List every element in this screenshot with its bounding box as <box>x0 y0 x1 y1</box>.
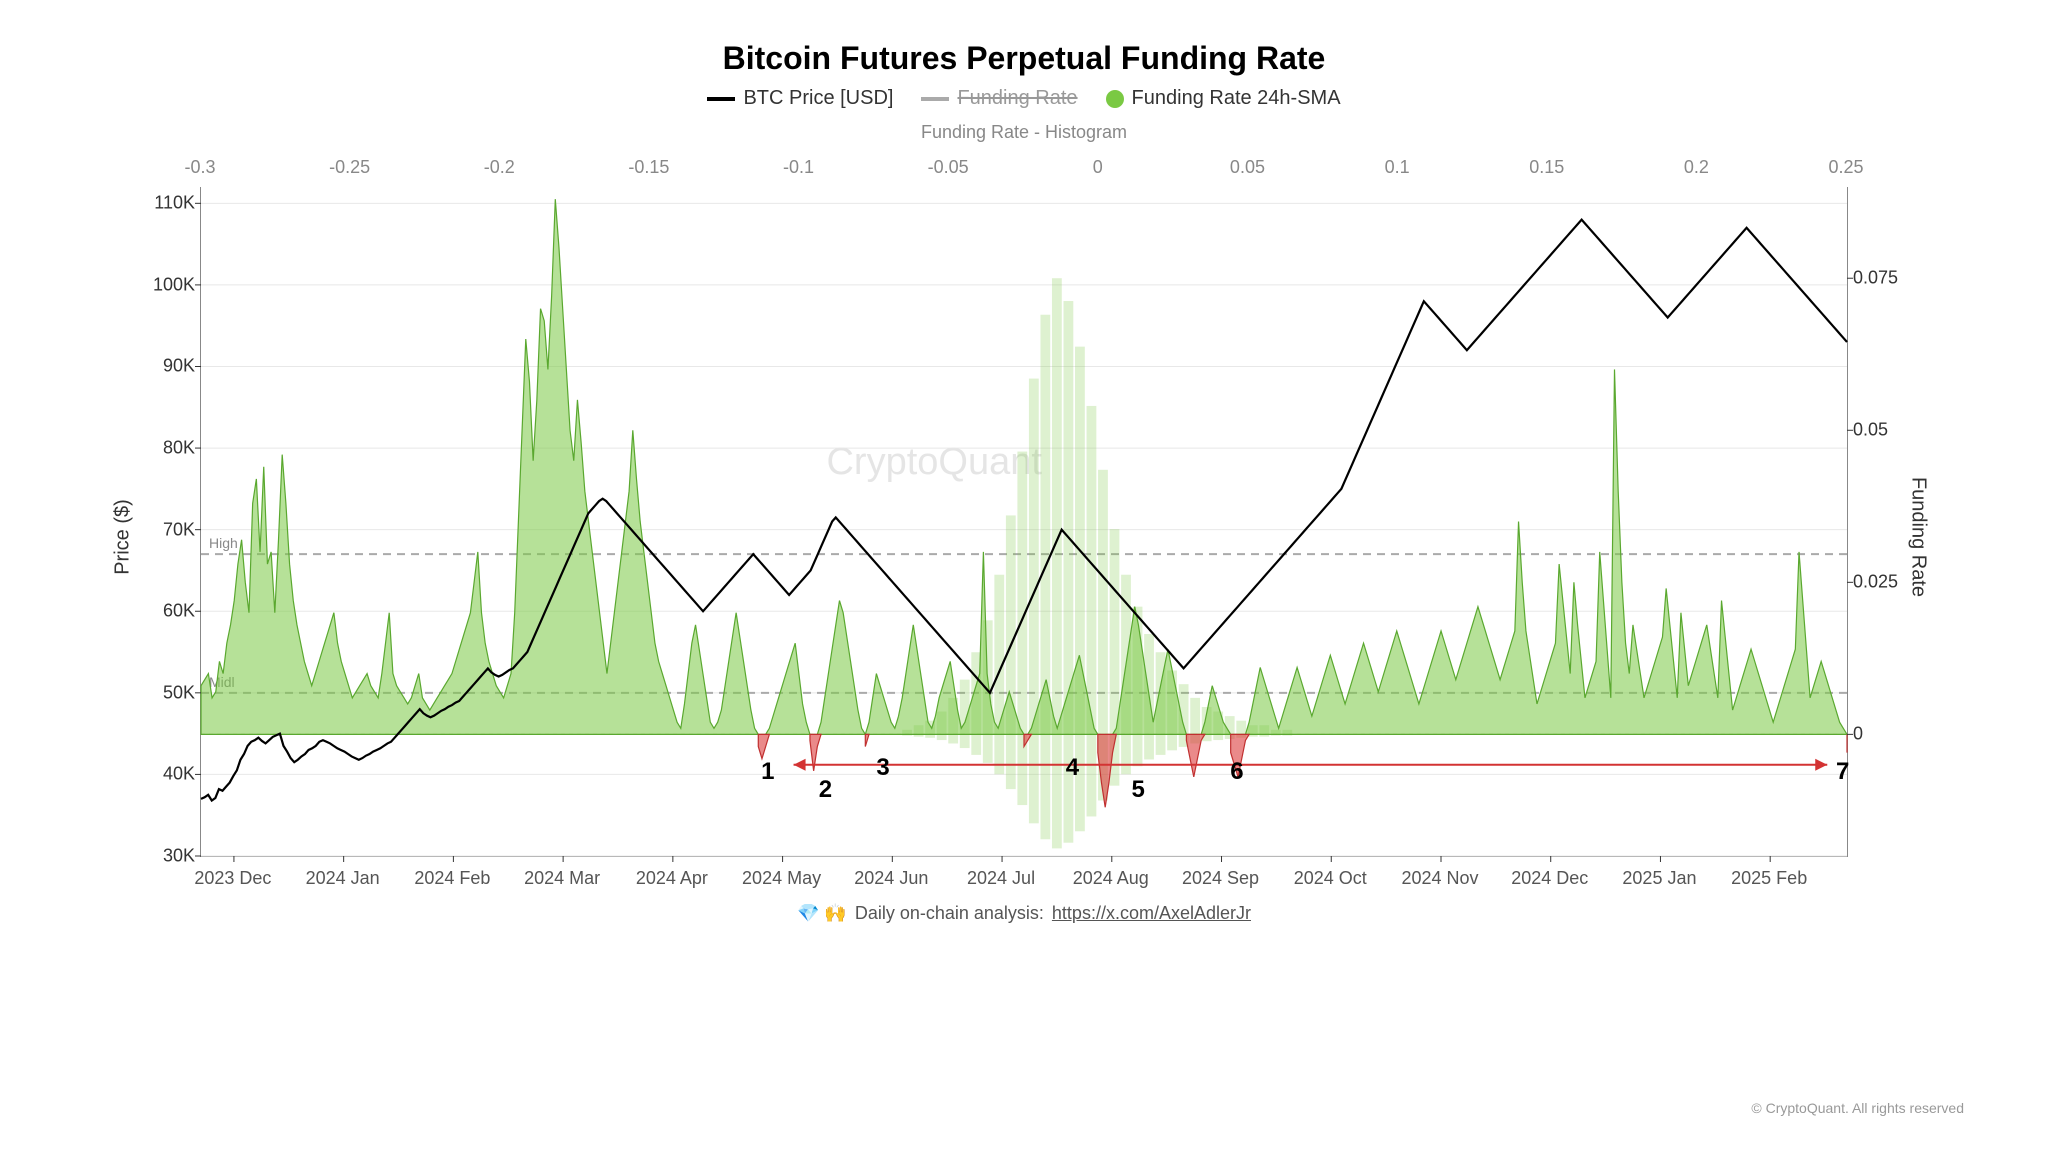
xtick-bottom: 2024 Mar <box>524 868 600 889</box>
xtick-bottom: 2024 Dec <box>1511 868 1588 889</box>
xtick-bottom: 2024 Apr <box>636 868 708 889</box>
ytick-right: 0 <box>1853 724 1908 745</box>
legend: BTC Price [USD] Funding Rate Funding Rat… <box>80 87 1968 110</box>
legend-btc: BTC Price [USD] <box>707 87 893 110</box>
chart-wrap: Price ($) Funding Rate CryptoQuant HighM… <box>80 147 1968 927</box>
xtick-bottom: 2024 Jun <box>854 868 928 889</box>
ytick-left: 90K <box>140 356 195 377</box>
chart-area: CryptoQuant HighMidl <box>200 187 1848 857</box>
top-axis-label: Funding Rate - Histogram <box>80 122 1968 143</box>
legend-sma: Funding Rate 24h-SMA <box>1106 87 1341 110</box>
y-left-label: Price ($) <box>111 499 134 575</box>
legend-btc-swatch <box>707 97 735 101</box>
xtick-bottom: 2024 Aug <box>1073 868 1149 889</box>
marker-1: 1 <box>761 758 774 786</box>
marker-4: 4 <box>1066 754 1079 782</box>
xtick-top: -0.3 <box>184 157 215 178</box>
legend-btc-label: BTC Price [USD] <box>743 87 893 110</box>
legend-funding-swatch <box>921 97 949 101</box>
marker-2: 2 <box>819 776 832 804</box>
ytick-left: 50K <box>140 682 195 703</box>
plot-svg: HighMidl <box>201 187 1847 856</box>
legend-funding-label: Funding Rate <box>957 87 1077 110</box>
xtick-top: 0.15 <box>1529 157 1564 178</box>
legend-sma-label: Funding Rate 24h-SMA <box>1132 87 1341 110</box>
xtick-top: 0 <box>1093 157 1103 178</box>
xtick-bottom: 2024 Sep <box>1182 868 1259 889</box>
xtick-bottom: 2024 Nov <box>1401 868 1478 889</box>
svg-text:High: High <box>209 535 238 551</box>
copyright: © CryptoQuant. All rights reserved <box>1751 1100 1964 1116</box>
ytick-left: 80K <box>140 438 195 459</box>
xtick-top: 0.05 <box>1230 157 1265 178</box>
ytick-left: 40K <box>140 764 195 785</box>
xtick-bottom: 2023 Dec <box>194 868 271 889</box>
xtick-top: 0.25 <box>1828 157 1863 178</box>
xtick-bottom: 2024 Feb <box>414 868 490 889</box>
ytick-right: 0.025 <box>1853 572 1908 593</box>
xtick-bottom: 2025 Feb <box>1731 868 1807 889</box>
xtick-top: -0.15 <box>628 157 669 178</box>
y-right-label: Funding Rate <box>1906 477 1929 597</box>
ytick-left: 30K <box>140 846 195 867</box>
ytick-right: 0.075 <box>1853 268 1908 289</box>
xtick-bottom: 2024 Jul <box>967 868 1035 889</box>
xtick-bottom: 2024 Jan <box>306 868 380 889</box>
marker-6: 6 <box>1230 758 1243 786</box>
ytick-left: 70K <box>140 519 195 540</box>
chart-title: Bitcoin Futures Perpetual Funding Rate <box>80 40 1968 77</box>
legend-funding: Funding Rate <box>921 87 1077 110</box>
marker-3: 3 <box>876 754 889 782</box>
marker-5: 5 <box>1132 776 1145 804</box>
xtick-top: -0.25 <box>329 157 370 178</box>
ytick-right: 0.05 <box>1853 420 1908 441</box>
ytick-left: 100K <box>140 274 195 295</box>
ytick-left: 110K <box>140 193 195 214</box>
xtick-top: -0.1 <box>783 157 814 178</box>
xtick-top: 0.2 <box>1684 157 1709 178</box>
xtick-bottom: 2024 Oct <box>1294 868 1367 889</box>
ytick-left: 60K <box>140 601 195 622</box>
xtick-top: 0.1 <box>1385 157 1410 178</box>
xtick-bottom: 2024 May <box>742 868 821 889</box>
legend-sma-swatch <box>1106 90 1124 108</box>
xtick-top: -0.2 <box>484 157 515 178</box>
xtick-bottom: 2025 Jan <box>1622 868 1696 889</box>
xtick-top: -0.05 <box>928 157 969 178</box>
marker-7: 7 <box>1836 758 1849 786</box>
